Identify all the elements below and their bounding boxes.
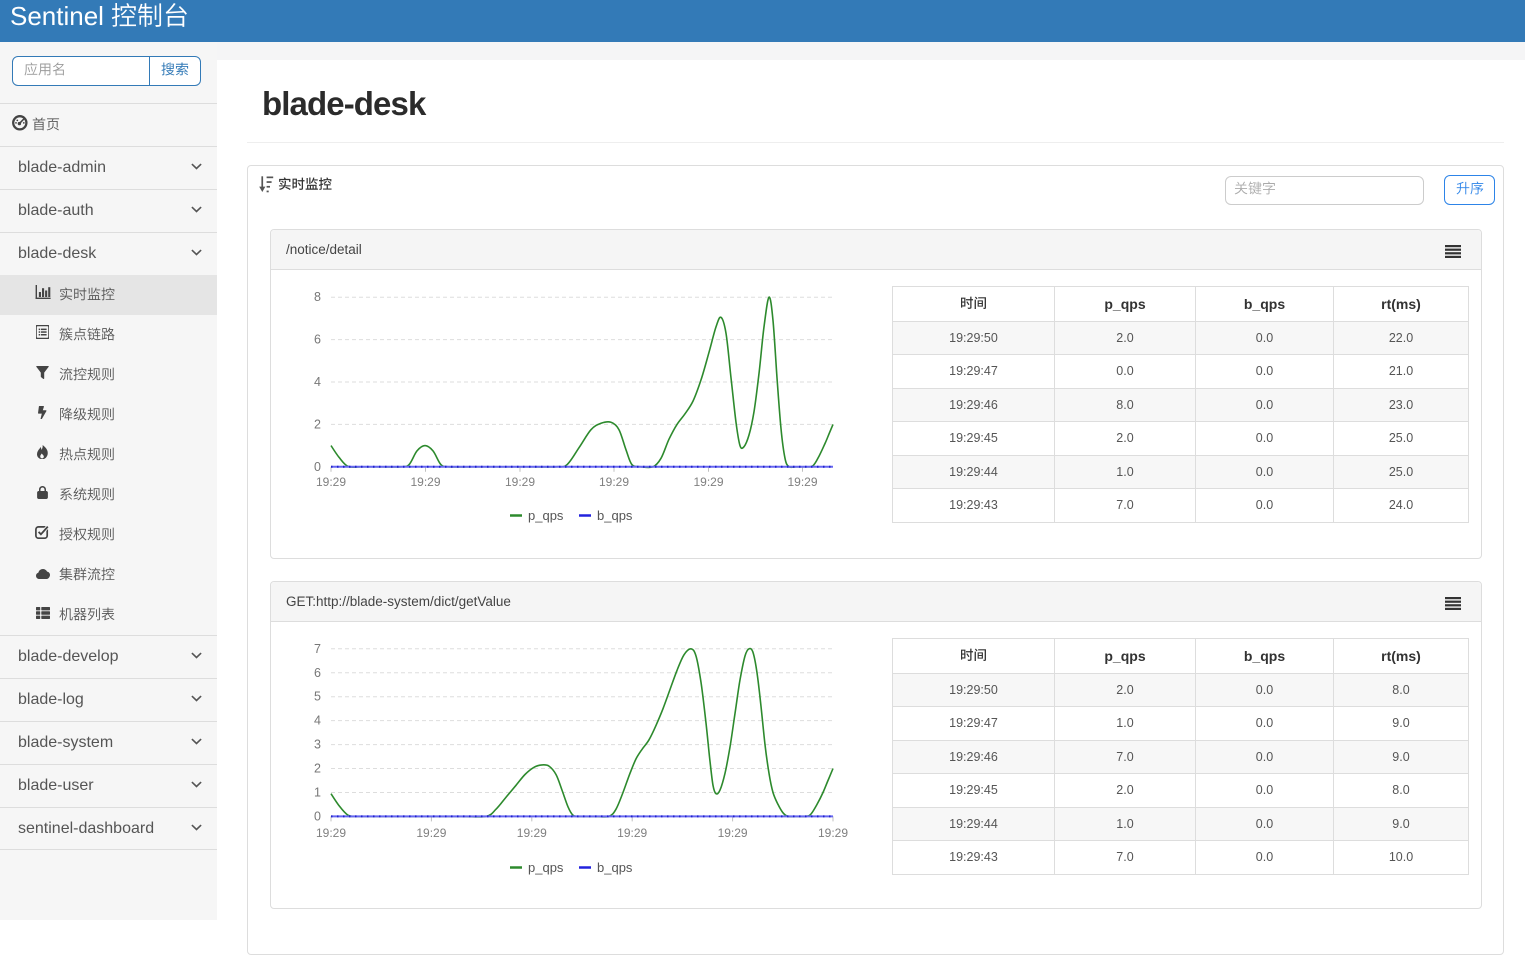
svg-text:p_qps: p_qps: [528, 508, 564, 523]
svg-text:4: 4: [314, 375, 321, 389]
svg-text:4: 4: [314, 714, 321, 728]
svg-text:19:29: 19:29: [818, 826, 848, 840]
svg-text:19:29: 19:29: [617, 826, 647, 840]
svg-text:2: 2: [314, 762, 321, 776]
svg-text:19:29: 19:29: [787, 475, 817, 489]
svg-text:7: 7: [314, 642, 321, 656]
svg-text:19:29: 19:29: [416, 826, 446, 840]
svg-text:3: 3: [314, 738, 321, 752]
svg-text:p_qps: p_qps: [528, 860, 564, 875]
svg-text:19:29: 19:29: [718, 826, 748, 840]
svg-text:19:29: 19:29: [316, 475, 346, 489]
svg-text:19:29: 19:29: [505, 475, 535, 489]
svg-text:1: 1: [314, 786, 321, 800]
svg-text:19:29: 19:29: [517, 826, 547, 840]
svg-text:19:29: 19:29: [693, 475, 723, 489]
svg-text:6: 6: [314, 666, 321, 680]
svg-text:8: 8: [314, 290, 321, 304]
svg-text:0: 0: [314, 809, 321, 823]
svg-text:19:29: 19:29: [410, 475, 440, 489]
svg-text:b_qps: b_qps: [597, 508, 633, 523]
svg-text:0: 0: [314, 460, 321, 474]
svg-text:19:29: 19:29: [599, 475, 629, 489]
svg-text:19:29: 19:29: [316, 826, 346, 840]
svg-text:b_qps: b_qps: [597, 860, 633, 875]
svg-text:6: 6: [314, 333, 321, 347]
svg-text:5: 5: [314, 690, 321, 704]
svg-text:2: 2: [314, 417, 321, 431]
